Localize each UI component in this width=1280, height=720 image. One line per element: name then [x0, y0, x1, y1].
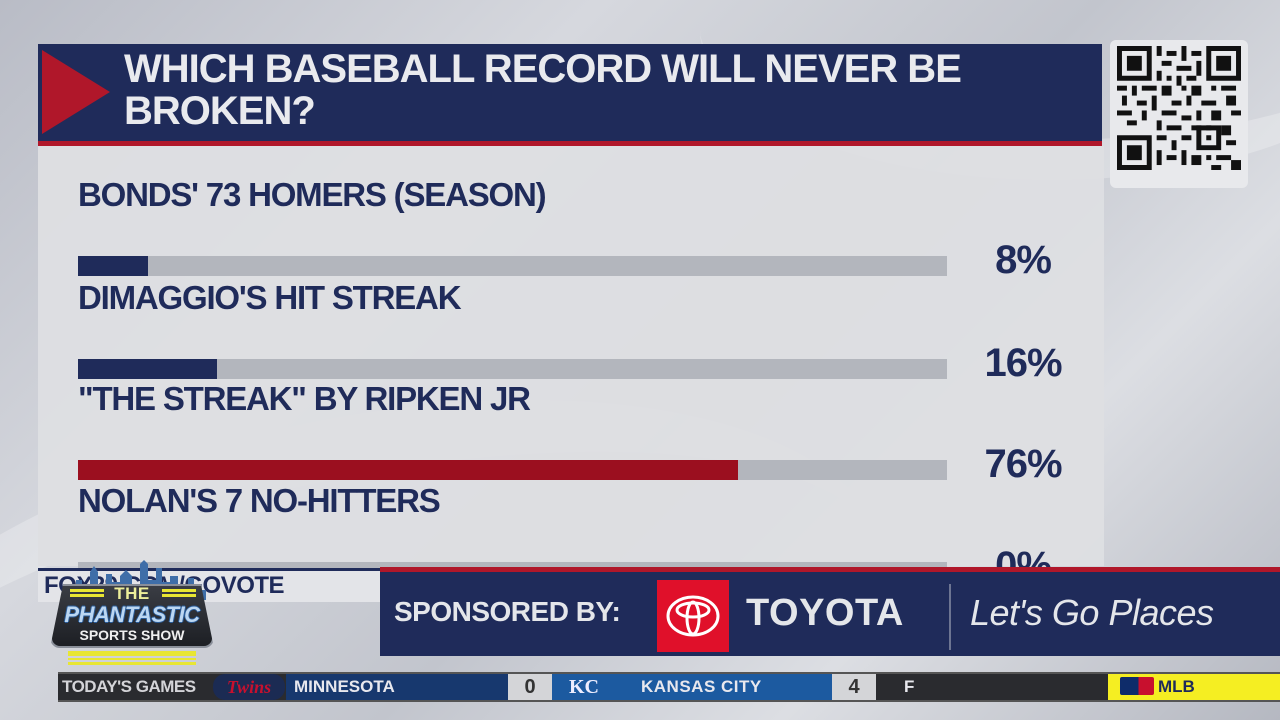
sponsor-bar: SPONSORED BY: TOYOTA Let's Go Places — [380, 567, 1280, 656]
poll-option: DIMAGGIO'S HIT STREAK 16% — [78, 279, 1088, 385]
qr-code-card[interactable] — [1110, 40, 1248, 188]
ticker-game-status: F — [904, 677, 915, 696]
ticker-team-home: KANSAS CITY — [616, 674, 832, 700]
ticker-score-away: 0 — [508, 674, 552, 700]
poll-bar-fill — [78, 256, 148, 276]
poll-option-leader: "THE STREAK" BY RIPKEN JR 76% — [78, 380, 1088, 486]
poll-percent: 16% — [984, 341, 1062, 385]
logo-text-sports-show: SPORTS SHOW — [79, 627, 185, 643]
toyota-emblem-icon — [666, 595, 720, 637]
logo-text-phantastic: PHANTASTIC — [64, 602, 200, 627]
show-logo: THE PHANTASTIC SPORTS SHOW — [44, 556, 220, 674]
ticker-label: TODAY'S GAMES — [62, 677, 196, 696]
mlb-logo-icon — [1120, 677, 1154, 695]
poll-bar-track — [78, 460, 947, 480]
logo-base-stripes — [68, 651, 196, 665]
poll-bar-fill — [78, 359, 218, 379]
poll-option-label: NOLAN'S 7 NO-HITTERS — [78, 482, 441, 519]
qr-code-icon — [1117, 46, 1241, 170]
league-badge: MLB — [1108, 674, 1280, 700]
league-name: MLB — [1158, 677, 1195, 696]
poll-percent: 76% — [984, 442, 1062, 486]
sponsor-brand: TOYOTA — [746, 592, 904, 634]
poll-bar-track — [78, 359, 947, 379]
divider — [949, 584, 951, 650]
ticker-team-away: MINNESOTA — [286, 674, 508, 700]
poll-option-label: "THE STREAK" BY RIPKEN JR — [78, 380, 531, 417]
sponsor-tagline: Let's Go Places — [970, 592, 1214, 633]
poll-bar-track — [78, 256, 947, 276]
logo-stripes — [162, 589, 196, 597]
toyota-logo — [657, 580, 729, 652]
poll-bar-fill — [78, 460, 739, 480]
sponsor-label: SPONSORED BY: — [394, 596, 621, 627]
poll-option-label: BONDS' 73 HOMERS (SEASON) — [78, 176, 547, 213]
royals-logo-icon: KC — [552, 674, 616, 700]
twins-logo-icon: Twins — [213, 674, 285, 700]
logo-stripes — [70, 589, 104, 597]
poll-option-label: DIMAGGIO'S HIT STREAK — [78, 279, 462, 316]
poll-title: WHICH BASEBALL RECORD WILL NEVER BE BROK… — [124, 47, 962, 133]
score-ticker: TODAY'S GAMES Twins MINNESOTA 0 KC KANSA… — [58, 672, 1280, 702]
poll-results-panel: BONDS' 73 HOMERS (SEASON) 8% DIMAGGIO'S … — [38, 146, 1104, 588]
poll-percent: 8% — [995, 238, 1052, 282]
play-arrow-icon — [42, 50, 110, 134]
poll-title-bar: WHICH BASEBALL RECORD WILL NEVER BE BROK… — [38, 44, 1102, 146]
ticker-score-home: 4 — [832, 674, 876, 700]
logo-text-the: THE — [114, 584, 150, 603]
poll-option: BONDS' 73 HOMERS (SEASON) 8% — [78, 176, 1088, 282]
